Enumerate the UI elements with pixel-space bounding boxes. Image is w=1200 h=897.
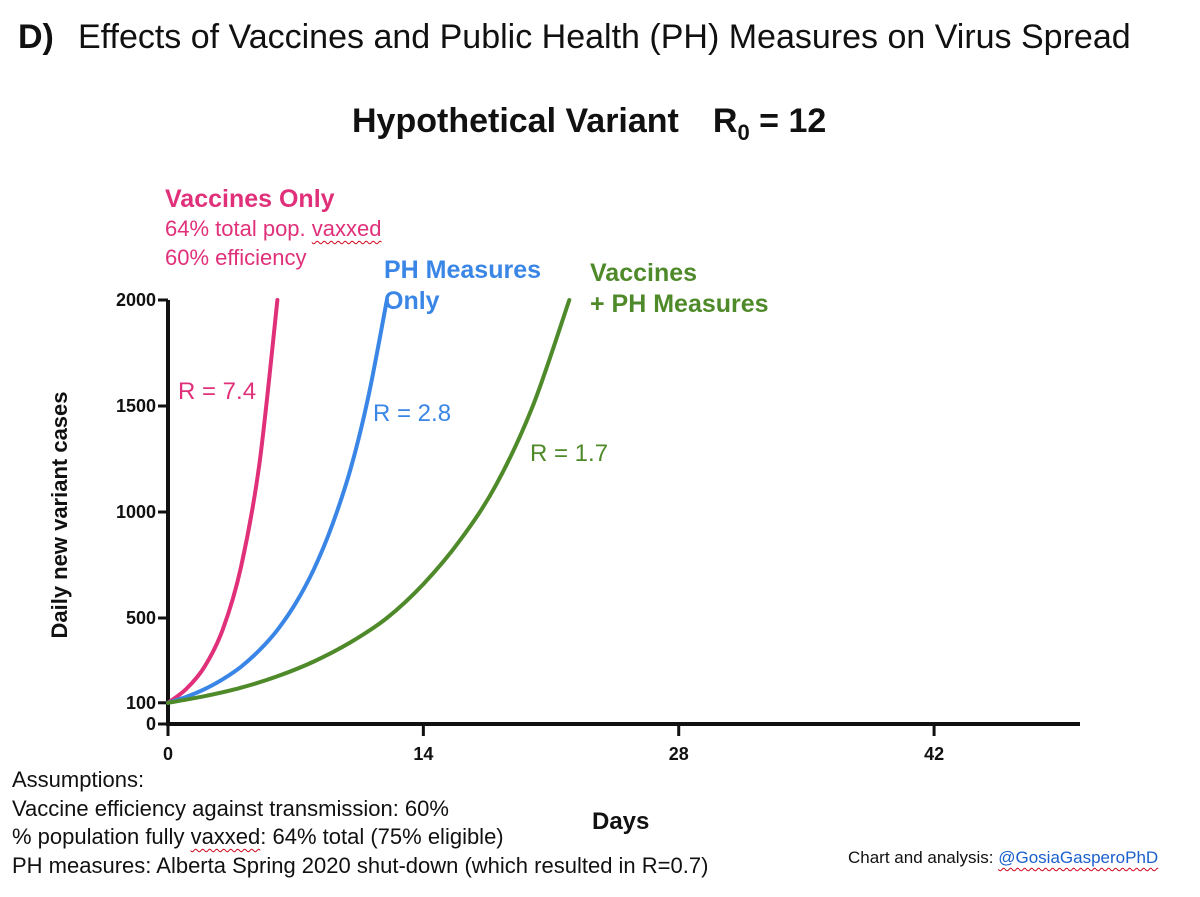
annotation-ph-only-heading1: PH Measures [384, 256, 542, 284]
y-tick-label: 500 [126, 608, 156, 628]
series-lines [166, 298, 572, 705]
annotation-vaccines-only-line2: 60% efficiency [165, 245, 307, 270]
x-tick-label: 28 [669, 744, 689, 764]
panel-letter: D) [18, 18, 54, 56]
subtitle-r-value: = 12 [759, 102, 827, 140]
assumptions-block: Assumptions: Vaccine efficiency against … [12, 766, 708, 880]
assumptions-line2-vaxxed: vaxxed [190, 824, 261, 849]
annotation-ph-only: PH Measures Only [384, 255, 541, 317]
x-tick-label: 0 [163, 744, 173, 764]
assumptions-heading: Assumptions: [12, 767, 145, 792]
y-tick-label: 100 [126, 693, 156, 713]
credit-prefix: Chart and analysis: [848, 848, 999, 867]
assumptions-line3: PH measures: Alberta Spring 2020 shut-do… [12, 852, 709, 878]
series-line-vaccines-ph-measures [166, 298, 572, 705]
assumptions-line2-a: % population fully [12, 824, 191, 849]
r-label-combined: R = 1.7 [530, 440, 609, 467]
y-axis-label: Daily new variant cases [47, 391, 72, 639]
series-line-vaccines-only [166, 298, 280, 705]
chart-credit: Chart and analysis: @GosiaGasperoPhD [848, 848, 1158, 868]
y-tick-label: 2000 [116, 290, 156, 310]
annotation-combined-heading1: Vaccines [590, 259, 698, 287]
annotation-vaccines-only-line1-text: 64% total pop. [165, 216, 312, 241]
annotation-vaccines-only-heading: Vaccines Only [165, 185, 335, 213]
series-line-ph-measures-only [166, 298, 389, 705]
annotation-vaccines-only-vaxxed: vaxxed [311, 216, 382, 241]
subtitle-r-symbol: R [712, 102, 738, 140]
assumptions-line1: Vaccine efficiency against transmission:… [12, 795, 449, 821]
r-label-vaccines-only: R = 7.4 [178, 378, 257, 405]
annotation-combined-heading2: + PH Measures [590, 290, 769, 318]
annotation-vaccines-only-line1: 64% total pop. vaxxed [165, 214, 382, 243]
r-label-ph-only: R = 2.8 [373, 400, 452, 427]
x-tick-label: 42 [924, 744, 944, 764]
annotation-ph-only-heading2: Only [384, 287, 440, 315]
assumptions-line2-c: : 64% total (75% eligible) [260, 824, 504, 849]
y-tick-label: 1500 [116, 396, 156, 416]
y-tick-label: 1000 [116, 502, 156, 522]
assumptions-line2: % population fully vaxxed: 64% total (75… [12, 823, 708, 852]
chart-title: Effects of Vaccines and Public Health (P… [78, 18, 1131, 56]
x-tick-label: 14 [413, 744, 433, 764]
y-tick-label: 0 [146, 714, 156, 734]
subtitle-main: Hypothetical Variant [352, 102, 679, 140]
annotation-vaccines-only: Vaccines Only 64% total pop. vaxxed 60% … [165, 185, 382, 272]
subtitle-r-subscript: 0 [737, 119, 750, 145]
annotation-combined: Vaccines + PH Measures [590, 258, 769, 320]
credit-handle-link[interactable]: @GosiaGasperoPhD [998, 848, 1159, 867]
x-axis-label: Days [592, 808, 650, 835]
chart-subtitle: Hypothetical Variant R0 = 12 [352, 102, 826, 146]
